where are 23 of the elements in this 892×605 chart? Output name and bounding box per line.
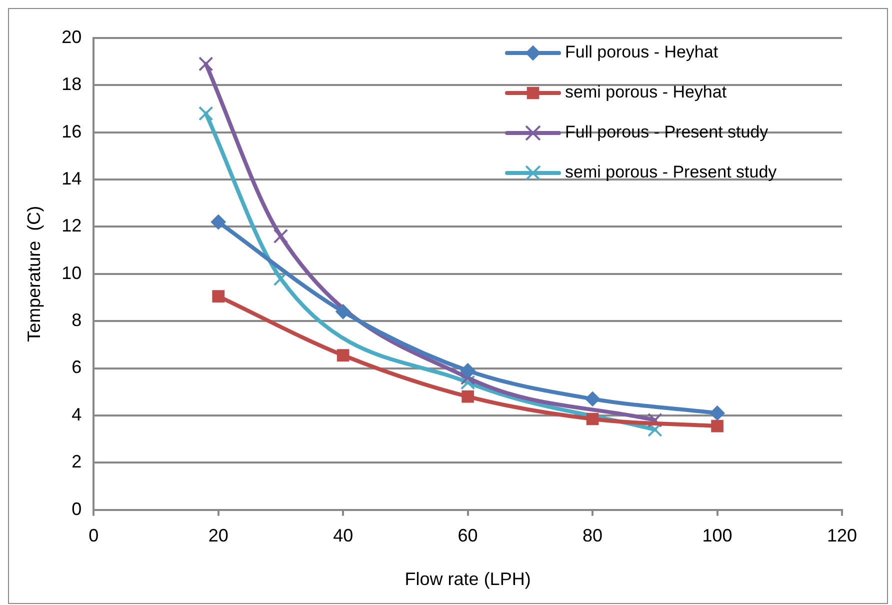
y-tick-label: 14 xyxy=(62,168,82,189)
y-tick-label: 18 xyxy=(62,74,82,94)
x-tick-label: 60 xyxy=(458,526,478,546)
y-tick-label: 10 xyxy=(62,262,82,283)
x-tick-label: 80 xyxy=(582,526,603,546)
y-axis-title: Temperature (C) xyxy=(24,206,44,342)
y-tick-label: 6 xyxy=(72,357,82,378)
y-tick-label: 8 xyxy=(72,310,82,330)
x-tick-label: 120 xyxy=(826,526,858,546)
legend-label: semi porous - Present study xyxy=(565,162,778,182)
y-tick-label: 20 xyxy=(62,26,82,47)
legend-label: semi porous - Heyhat xyxy=(565,82,727,102)
y-tick-label: 0 xyxy=(72,498,82,519)
y-tick-label: 12 xyxy=(62,216,82,236)
y-tick-label: 4 xyxy=(72,404,82,424)
legend-label: Full porous - Heyhat xyxy=(565,42,718,62)
x-tick-label: 20 xyxy=(208,526,228,546)
y-tick-label: 2 xyxy=(72,452,82,472)
x-tick-label: 40 xyxy=(333,526,354,546)
x-tick-label: 100 xyxy=(702,526,732,546)
y-tick-label: 16 xyxy=(62,121,82,142)
x-axis-title: Flow rate (LPH) xyxy=(404,569,531,590)
x-tick-label: 0 xyxy=(88,526,99,546)
